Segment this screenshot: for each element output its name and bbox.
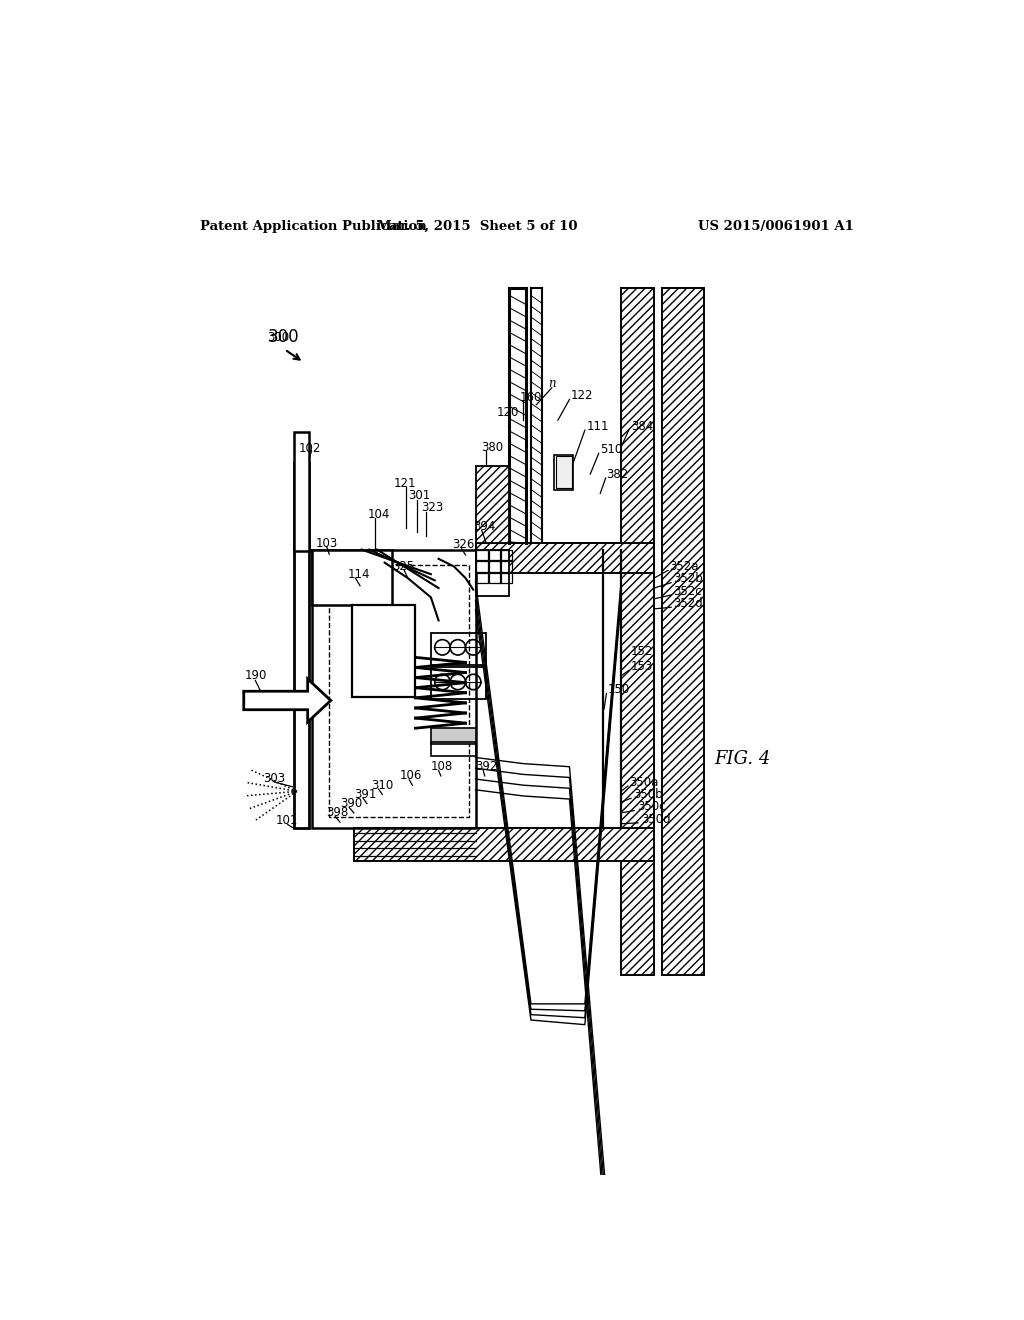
Text: 111: 111 (587, 420, 609, 433)
Text: Mar. 5, 2015  Sheet 5 of 10: Mar. 5, 2015 Sheet 5 of 10 (377, 219, 578, 232)
Text: 190: 190 (245, 669, 267, 682)
Bar (488, 549, 501, 560)
Bar (500, 573, 512, 583)
Text: n: n (548, 376, 556, 389)
Text: 160: 160 (519, 391, 542, 404)
Text: 391: 391 (354, 788, 376, 801)
Bar (556, 457, 571, 488)
Bar (662, 288, 705, 974)
Bar (488, 561, 501, 572)
Text: 392: 392 (475, 760, 498, 774)
Bar (488, 573, 501, 583)
Text: US 2015/0061901 A1: US 2015/0061901 A1 (698, 219, 854, 232)
Bar (475, 549, 487, 560)
Text: 398: 398 (326, 807, 348, 820)
Text: 382: 382 (606, 467, 629, 480)
Text: 300: 300 (267, 330, 290, 343)
Text: 325: 325 (392, 560, 415, 573)
Text: 103: 103 (315, 537, 338, 550)
Text: 350a: 350a (630, 776, 658, 788)
Text: 510: 510 (600, 444, 623, 455)
Text: 380: 380 (481, 441, 503, 454)
Text: 303: 303 (263, 772, 285, 785)
Text: 122: 122 (571, 389, 594, 403)
Text: 384: 384 (631, 420, 653, 433)
Bar (311, 549, 392, 605)
Text: 114: 114 (348, 568, 371, 581)
Bar (330, 565, 469, 817)
Bar (352, 605, 416, 697)
Bar (311, 549, 475, 829)
Bar (475, 544, 654, 573)
Bar (431, 742, 475, 756)
Text: 350c: 350c (637, 800, 666, 813)
Bar (475, 549, 509, 573)
Text: 101: 101 (275, 814, 298, 828)
Text: 350d: 350d (641, 813, 671, 825)
Text: 150: 150 (608, 684, 630, 696)
Bar (431, 667, 486, 700)
Bar (431, 632, 486, 665)
Text: 352c: 352c (674, 585, 702, 598)
Bar (500, 549, 512, 560)
Bar (475, 466, 509, 544)
Text: 352d: 352d (674, 597, 703, 610)
Bar (475, 573, 487, 583)
Text: 394: 394 (473, 520, 496, 533)
Text: 310: 310 (371, 779, 393, 792)
Bar (500, 561, 512, 572)
Text: Patent Application Publication: Patent Application Publication (200, 219, 427, 232)
Bar (431, 729, 475, 743)
Bar (294, 462, 309, 829)
Bar (294, 432, 309, 552)
Polygon shape (244, 678, 331, 722)
Bar (354, 829, 654, 861)
Text: 300: 300 (267, 329, 299, 346)
Text: 323: 323 (422, 502, 443, 515)
Text: 152: 152 (631, 644, 653, 657)
Text: 104: 104 (368, 508, 390, 520)
Text: 108: 108 (431, 760, 453, 774)
Text: 326: 326 (453, 539, 475, 552)
Text: 352b: 352b (674, 573, 703, 585)
Text: 350b: 350b (634, 788, 663, 801)
Text: 352a: 352a (670, 560, 699, 573)
Text: 102: 102 (298, 442, 321, 455)
Text: 120: 120 (497, 407, 519, 418)
Text: 390: 390 (340, 797, 362, 810)
Text: 106: 106 (400, 770, 423, 783)
Text: 301: 301 (408, 490, 430, 502)
Bar (475, 573, 509, 595)
Bar (475, 561, 487, 572)
Bar (621, 288, 654, 974)
Text: FIG. 4: FIG. 4 (714, 750, 771, 768)
Text: 153: 153 (631, 660, 653, 673)
Bar (554, 455, 573, 490)
Text: 121: 121 (394, 477, 417, 490)
